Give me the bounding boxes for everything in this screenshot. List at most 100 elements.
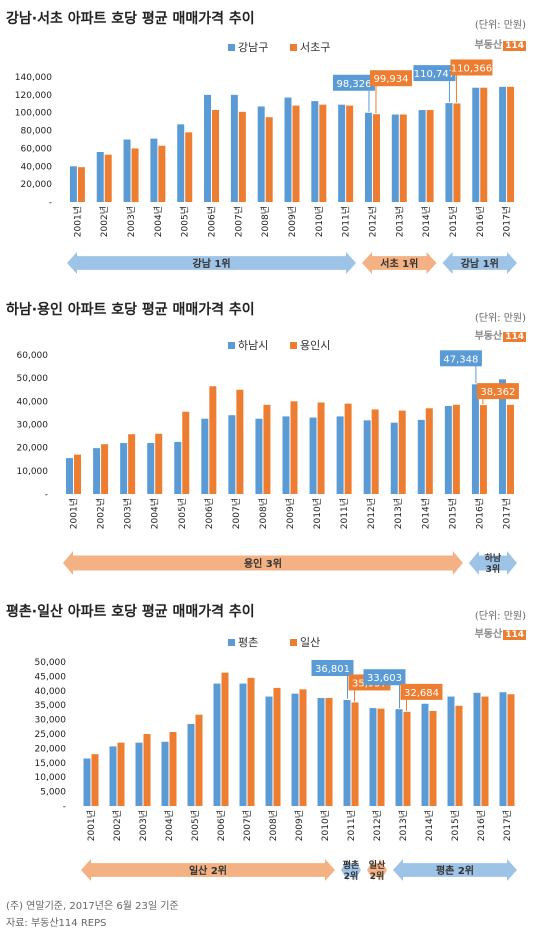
rank-arrow	[442, 252, 517, 274]
x-tick-label: 2004년	[153, 206, 164, 237]
rank-arrow	[67, 252, 357, 274]
x-tick-label: 2001년	[72, 206, 83, 237]
bar	[230, 94, 238, 202]
callout-label: 32,684	[404, 688, 439, 699]
y-tick-label: 120,000	[15, 91, 52, 101]
bar	[212, 110, 220, 202]
bar	[395, 709, 403, 806]
rank-arrow	[393, 859, 517, 881]
bar	[377, 708, 385, 806]
y-tick-label: 45,000	[35, 672, 67, 682]
bar	[445, 103, 453, 202]
bar	[507, 694, 515, 806]
brand-logo: 부동산 114	[475, 625, 526, 640]
bar	[150, 138, 158, 202]
x-tick-label: 2003년	[138, 810, 149, 841]
x-tick-label: 2008년	[268, 810, 279, 841]
rank-arrow-label: 하남	[485, 552, 502, 564]
x-tick-label: 2003년	[126, 206, 137, 237]
y-tick-label: 80,000	[21, 127, 53, 137]
brand-badge: 114	[503, 41, 526, 51]
brand-badge: 114	[503, 630, 526, 640]
callout-label: 99,934	[373, 74, 408, 85]
legend-label: 서초구	[300, 41, 330, 54]
unit-label: (단위: 만원)	[474, 611, 526, 622]
bar	[364, 112, 372, 202]
x-tick-label: 2013년	[394, 206, 405, 237]
callout-label: 36,801	[315, 664, 350, 675]
bar	[472, 87, 480, 202]
rank-arrow-label: 강남 1위	[461, 257, 499, 270]
bar-chart: 강남구 서초구 - 20,000 40,000 60,000 80,000 100,000 12…	[15, 41, 517, 274]
x-tick-label: 2015년	[450, 810, 461, 841]
callout-label: 47,348	[443, 354, 478, 365]
rank-arrow	[341, 859, 361, 881]
bar	[91, 754, 99, 806]
x-tick-label: 2010년	[320, 810, 331, 841]
bar	[228, 415, 236, 494]
x-tick-label: 2005년	[177, 498, 188, 529]
y-tick-label: 40,000	[35, 687, 67, 697]
bar	[265, 117, 273, 202]
x-tick-label: 2005년	[190, 810, 201, 841]
bar	[481, 696, 489, 806]
callout-label: 110,366	[451, 63, 492, 74]
legend-swatch	[228, 342, 235, 349]
legend-label: 강남구	[238, 41, 268, 54]
bar	[403, 711, 411, 806]
unit-label: (단위: 만원)	[474, 20, 526, 31]
x-tick-label: 2008년	[260, 206, 271, 237]
y-tick-label: -	[63, 802, 66, 812]
rank-arrow	[468, 551, 517, 575]
bar	[213, 683, 221, 806]
x-tick-label: 2012년	[366, 498, 377, 529]
unit-label: (단위: 만원)	[474, 313, 526, 324]
bar	[238, 111, 246, 202]
x-tick-label: 2009년	[287, 206, 298, 237]
bar	[187, 723, 195, 806]
bar	[311, 101, 319, 202]
bar	[182, 411, 190, 494]
bar	[369, 708, 377, 806]
bar	[417, 419, 425, 494]
x-tick-label: 2010년	[312, 498, 323, 529]
bar	[109, 746, 117, 806]
bar-chart: 하남시 용인시 - 10,000 20,000 30,000 40,000 50,000 60,…	[17, 338, 519, 575]
callout-box	[332, 74, 375, 91]
y-tick-label: 40,000	[17, 397, 49, 407]
bar	[263, 404, 271, 494]
bar	[83, 758, 91, 806]
bar	[74, 454, 82, 494]
bar	[185, 132, 193, 202]
bar	[69, 166, 77, 202]
rank-arrow-label: 강남 1위	[193, 257, 231, 270]
bar	[147, 443, 155, 494]
y-tick-label: 30,000	[35, 716, 67, 726]
bar	[221, 672, 229, 806]
callout-box	[439, 350, 482, 367]
legend-swatch	[290, 639, 297, 646]
y-tick-label: 40,000	[21, 162, 53, 172]
x-tick-label: 2016년	[475, 206, 486, 237]
y-tick-label: 35,000	[35, 701, 67, 711]
x-tick-label: 2017년	[501, 498, 512, 529]
brand-logo: 부동산 114	[475, 36, 526, 51]
bar	[239, 683, 247, 806]
x-tick-label: 2001년	[86, 810, 97, 841]
y-tick-label: 25,000	[35, 730, 67, 740]
x-tick-label: 2012년	[367, 206, 378, 237]
bar	[473, 692, 481, 806]
bar	[135, 742, 143, 806]
legend-label: 하남시	[238, 338, 268, 352]
bar	[499, 692, 507, 806]
bar	[161, 741, 169, 806]
bar-chart: 평촌 일산-5,00010,00015,00020,00025,00030,000…	[35, 635, 517, 882]
bar	[452, 404, 460, 494]
bar	[471, 384, 479, 494]
bar	[479, 405, 487, 494]
bar	[506, 404, 514, 494]
bar	[336, 416, 344, 494]
legend-swatch	[228, 639, 235, 646]
x-tick-label: 2005년	[180, 206, 191, 237]
y-tick-label: 20,000	[35, 744, 67, 754]
